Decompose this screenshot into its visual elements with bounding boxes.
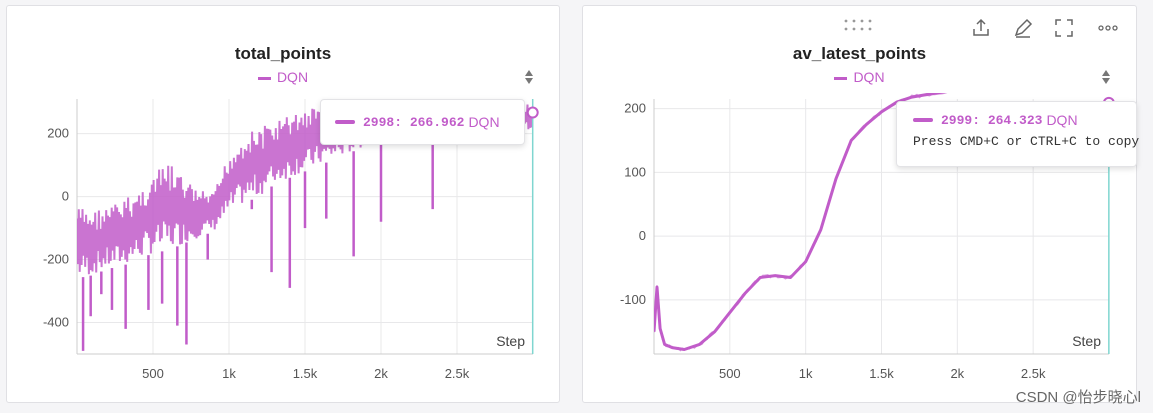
tooltip-swatch — [913, 118, 933, 122]
x-axis-label: Step — [496, 333, 525, 349]
tooltip-series: DQN — [1046, 112, 1078, 128]
plot-area[interactable]: 200 0 -200 -400 500 1k 1.5k 2k 2.5k Step — [7, 6, 561, 404]
x-tick-label: 2k — [374, 366, 388, 381]
legend-swatch — [834, 76, 848, 80]
tooltip-series: DQN — [468, 114, 500, 130]
hover-point — [526, 106, 539, 119]
sort-arrows-icon[interactable] — [524, 69, 534, 85]
legend-swatch — [257, 76, 271, 80]
y-tick-label: 0 — [62, 189, 69, 204]
more-options-icon[interactable] — [1096, 16, 1120, 40]
watermark: CSDN @怡步晓心l — [1015, 389, 1141, 406]
y-tick-label: 200 — [624, 101, 646, 116]
x-axis-label: Step — [1072, 333, 1101, 349]
y-tick-label: 100 — [624, 164, 646, 179]
tooltip-value: 264.323 — [987, 112, 1043, 128]
legend-entry[interactable]: DQN — [7, 69, 559, 85]
chart-title: av_latest_points — [792, 44, 927, 63]
x-tick-label: 2k — [950, 366, 964, 381]
y-tick-label: -200 — [43, 252, 69, 267]
y-tick-label: 200 — [47, 126, 69, 141]
x-tick-label: 1.5k — [869, 366, 894, 381]
legend-label: DQN — [276, 69, 309, 85]
chart-panel-av-latest-points: av_latest_points DQN 200 100 0 -100 500 1k 1.5… — [582, 5, 1140, 404]
plot-area[interactable]: 200 100 0 -100 500 1k 1.5k 2k 2.5k Step — [583, 6, 1138, 404]
chart-panel-total-points: total_points DQN 200 0 -200 -400 500 1k 1.5k 2k… — [6, 5, 560, 403]
tooltip-swatch — [335, 120, 355, 124]
y-tick-label: 0 — [639, 228, 646, 243]
legend-entry[interactable]: DQN — [583, 69, 1136, 85]
y-tick-label: -100 — [620, 292, 646, 307]
x-tick-label: 1k — [799, 366, 813, 381]
x-tick-label: 2.5k — [1021, 366, 1046, 381]
legend-label: DQN — [853, 69, 885, 85]
x-tick-label: 1.5k — [293, 366, 318, 381]
y-tick-label: -400 — [43, 315, 69, 330]
hover-tooltip: 2999: 264.323 DQN Press CMD+C or CTRL+C t… — [896, 101, 1140, 167]
series-dqn — [654, 93, 948, 352]
x-tick-label: 2.5k — [445, 366, 470, 381]
share-icon[interactable] — [969, 16, 993, 40]
x-tick-label: 500 — [142, 366, 164, 381]
x-tick-label: 1k — [222, 366, 236, 381]
tooltip-step: 2998 — [363, 114, 395, 130]
fullscreen-icon[interactable] — [1052, 16, 1076, 40]
sort-arrows-icon[interactable] — [1101, 69, 1111, 85]
x-tick-label: 500 — [719, 366, 741, 381]
tooltip-step: 2999 — [941, 112, 973, 128]
chart-title: total_points — [234, 44, 332, 63]
tooltip-value: 266.962 — [409, 114, 465, 130]
series-noise — [654, 93, 948, 352]
drag-handle-icon[interactable] — [843, 18, 879, 32]
edit-icon[interactable] — [1011, 16, 1035, 40]
hover-tooltip: 2998: 266.962 DQN — [320, 99, 525, 145]
copy-hint: Press CMD+C or CTRL+C to copy — [913, 134, 1140, 149]
